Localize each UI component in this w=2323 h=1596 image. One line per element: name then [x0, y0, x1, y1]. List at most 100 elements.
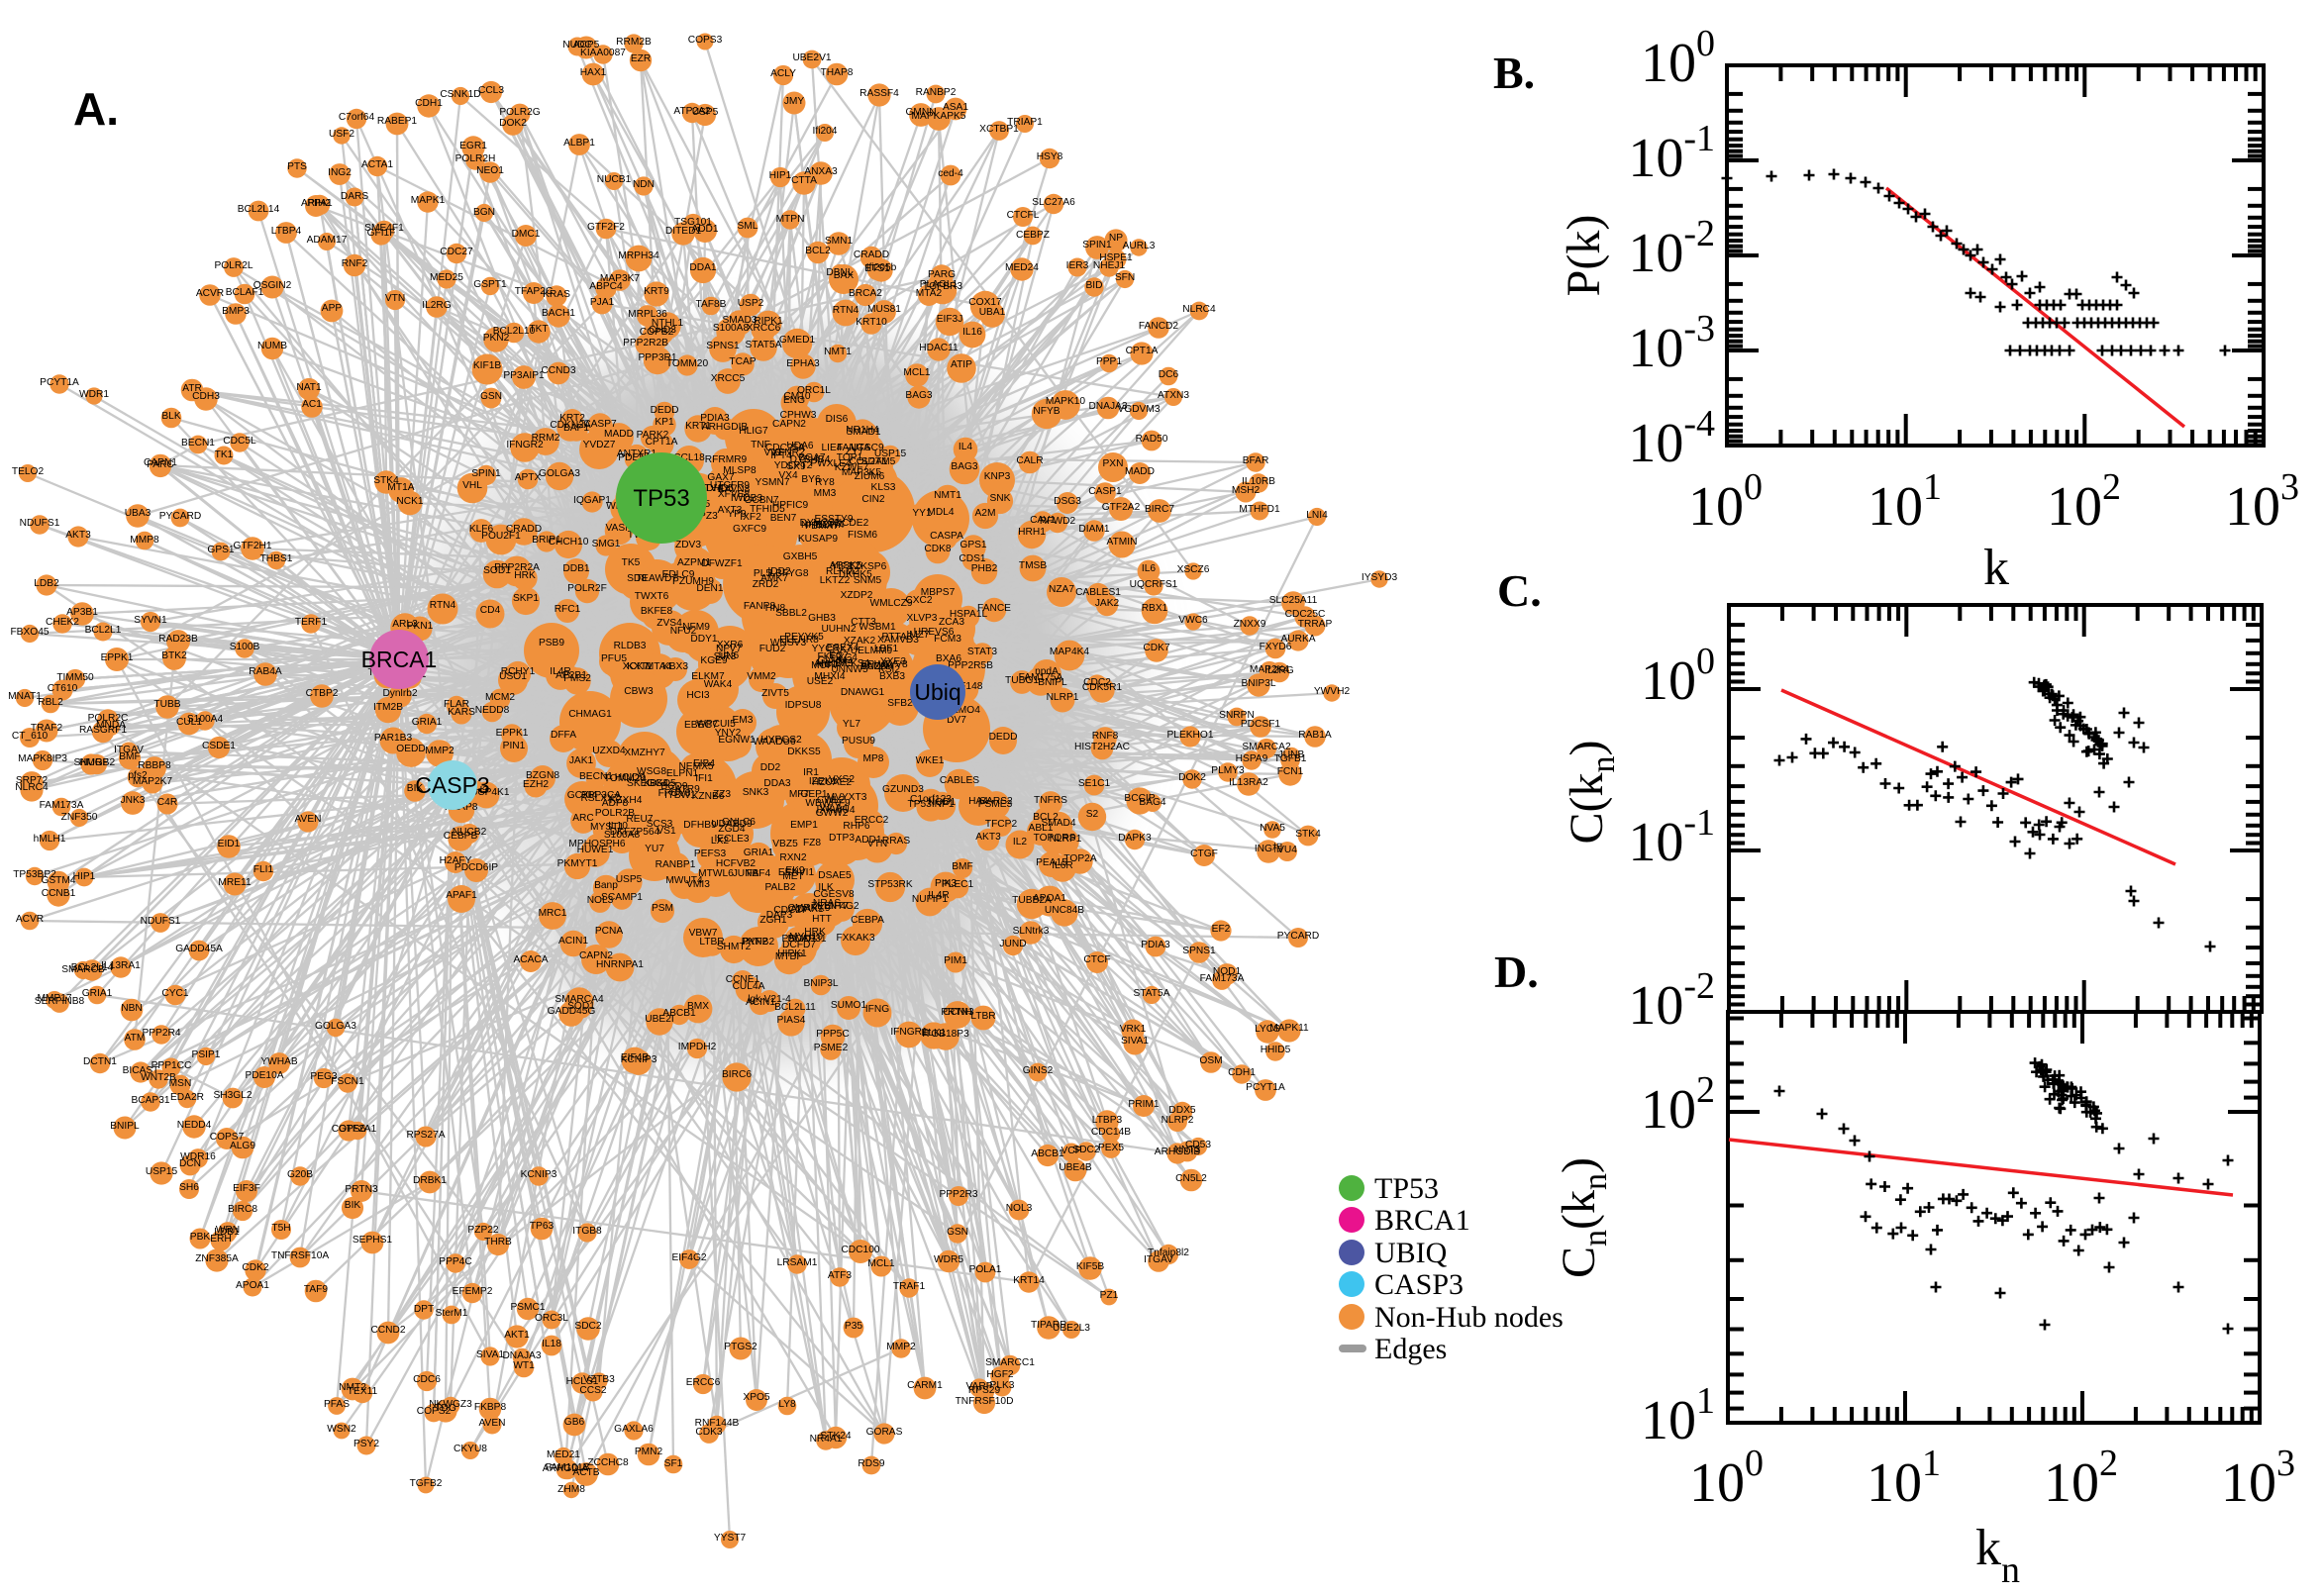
svg-text:VARP: VARP [966, 1381, 993, 1392]
svg-text:SKP1: SKP1 [513, 593, 539, 604]
svg-text:MBPS7: MBPS7 [921, 587, 956, 598]
svg-text:CDC14B: CDC14B [1091, 1127, 1131, 1138]
svg-text:CHMAG1: CHMAG1 [568, 709, 612, 720]
svg-text:IL13RA2: IL13RA2 [1229, 777, 1268, 788]
svg-text:MTBP: MTBP [775, 951, 804, 962]
svg-text:SMN1: SMN1 [825, 236, 854, 247]
svg-text:GINS2: GINS2 [1023, 1065, 1054, 1076]
svg-text:THRB: THRB [484, 1237, 512, 1247]
svg-text:RANBP2: RANBP2 [916, 87, 957, 98]
svg-text:FUD2: FUD2 [759, 644, 786, 654]
svg-text:ACTA1: ACTA1 [361, 159, 393, 170]
svg-text:BFAR: BFAR [1243, 455, 1269, 466]
svg-text:YWHAB: YWHAB [260, 1056, 298, 1067]
svg-text:CRADD: CRADD [506, 524, 542, 535]
svg-text:KUSAP9: KUSAP9 [798, 534, 839, 545]
svg-text:ZNXX9: ZNXX9 [1234, 619, 1266, 630]
svg-text:TK5: TK5 [622, 557, 641, 568]
svg-text:SNRPN: SNRPN [1219, 710, 1255, 721]
svg-text:Ubiq: Ubiq [914, 679, 960, 705]
svg-text:CDK5R1: CDK5R1 [1082, 682, 1123, 693]
svg-text:GORAS: GORAS [866, 1427, 903, 1438]
svg-text:CT610: CT610 [48, 683, 78, 694]
svg-text:TAF8B: TAF8B [696, 299, 727, 310]
svg-text:GADD45A: GADD45A [175, 944, 223, 954]
svg-text:TNFRS: TNFRS [1034, 795, 1067, 806]
svg-text:NZA7: NZA7 [1049, 584, 1074, 595]
svg-text:IL4R: IL4R [928, 890, 950, 901]
svg-text:PRIM1: PRIM1 [1128, 1099, 1159, 1110]
svg-text:RPS27A: RPS27A [406, 1130, 445, 1141]
svg-text:VBZ5: VBZ5 [772, 839, 798, 849]
svg-text:GRIA1: GRIA1 [412, 717, 443, 728]
svg-text:HMGB2: HMGB2 [79, 757, 116, 768]
svg-text:CDK2: CDK2 [242, 1262, 269, 1273]
svg-text:CN5L2: CN5L2 [1175, 1173, 1207, 1184]
svg-text:COX17: COX17 [968, 297, 1002, 308]
svg-text:PEX5: PEX5 [1098, 1143, 1124, 1153]
svg-text:MCM2: MCM2 [485, 692, 515, 703]
svg-text:PZ1: PZ1 [1100, 1290, 1119, 1301]
svg-text:CIN2: CIN2 [861, 494, 885, 505]
svg-text:SMAD4: SMAD4 [1041, 818, 1075, 829]
svg-text:NEO1: NEO1 [476, 165, 504, 176]
svg-text:DIS6: DIS6 [826, 414, 849, 425]
svg-text:PBK: PBK [190, 1232, 211, 1243]
svg-text:PXN: PXN [1103, 458, 1124, 469]
svg-text:CAPN1: CAPN1 [144, 457, 177, 468]
svg-text:KLS3: KLS3 [871, 482, 896, 493]
svg-text:C7orf64: C7orf64 [339, 112, 375, 123]
svg-text:FAM175A: FAM175A [1019, 672, 1063, 683]
svg-text:FXKAK3: FXKAK3 [836, 933, 874, 944]
svg-text:YL7: YL7 [843, 719, 860, 730]
svg-text:CHEK2: CHEK2 [46, 617, 79, 628]
svg-text:EGNW1: EGNW1 [718, 735, 756, 746]
svg-text:UUHN2: UUHN2 [821, 624, 856, 635]
svg-text:Ifi204: Ifi204 [813, 126, 838, 137]
svg-text:BMF: BMF [952, 861, 973, 872]
svg-text:MAPK8IP3: MAPK8IP3 [18, 753, 67, 764]
svg-text:IL10: IL10 [608, 821, 628, 832]
svg-text:ACTB: ACTB [572, 1467, 599, 1478]
svg-text:TNFRSF10D: TNFRSF10D [956, 1396, 1014, 1407]
svg-text:BCL2: BCL2 [805, 246, 831, 256]
svg-text:CDC6: CDC6 [413, 1374, 441, 1385]
svg-text:ced-4: ced-4 [938, 168, 963, 179]
svg-text:AC1: AC1 [302, 399, 322, 410]
svg-text:IQGAP1: IQGAP1 [573, 495, 611, 506]
svg-text:PALB2: PALB2 [765, 882, 796, 893]
svg-text:IL2RG: IL2RG [1264, 665, 1294, 676]
svg-text:EBEG7: EBEG7 [684, 720, 718, 731]
svg-text:APOA1: APOA1 [1033, 893, 1066, 904]
svg-text:BID: BID [1086, 280, 1103, 291]
svg-text:NP: NP [1109, 233, 1123, 244]
svg-text:PMN2: PMN2 [635, 1446, 663, 1457]
svg-text:MRPL36: MRPL36 [628, 309, 667, 320]
svg-text:FISM6: FISM6 [848, 530, 877, 541]
svg-text:DFFA: DFFA [551, 730, 576, 741]
svg-text:PFU5: PFU5 [601, 653, 627, 664]
svg-text:ITM2B: ITM2B [373, 702, 403, 713]
svg-text:DOK2: DOK2 [1178, 772, 1206, 783]
svg-text:HDAC11: HDAC11 [919, 343, 959, 353]
svg-text:HIP1: HIP1 [769, 170, 792, 181]
svg-text:RDS9: RDS9 [858, 1458, 885, 1469]
svg-text:RAB1A: RAB1A [1298, 730, 1332, 741]
svg-text:MADD: MADD [604, 429, 634, 440]
svg-text:WSG8: WSG8 [637, 766, 666, 777]
svg-text:HSPA9: HSPA9 [1236, 753, 1268, 764]
svg-text:UBA1: UBA1 [979, 307, 1006, 318]
svg-text:WT1: WT1 [513, 1360, 535, 1371]
svg-text:CRADD: CRADD [854, 249, 889, 260]
svg-text:HLIG7: HLIG7 [739, 426, 768, 437]
svg-text:KCNIP3: KCNIP3 [521, 1169, 557, 1180]
svg-text:TRIAP1: TRIAP1 [1007, 117, 1043, 128]
svg-text:RFWD2: RFWD2 [1040, 516, 1076, 527]
svg-text:SUMO1: SUMO1 [831, 1000, 867, 1011]
svg-text:AVEN: AVEN [295, 814, 322, 825]
svg-text:GSN: GSN [947, 1227, 968, 1238]
svg-text:PTS: PTS [287, 161, 307, 172]
svg-text:NDUFS1: NDUFS1 [20, 518, 60, 529]
svg-text:ACVR: ACVR [196, 288, 224, 299]
svg-text:UBE2V1: UBE2V1 [792, 52, 831, 63]
